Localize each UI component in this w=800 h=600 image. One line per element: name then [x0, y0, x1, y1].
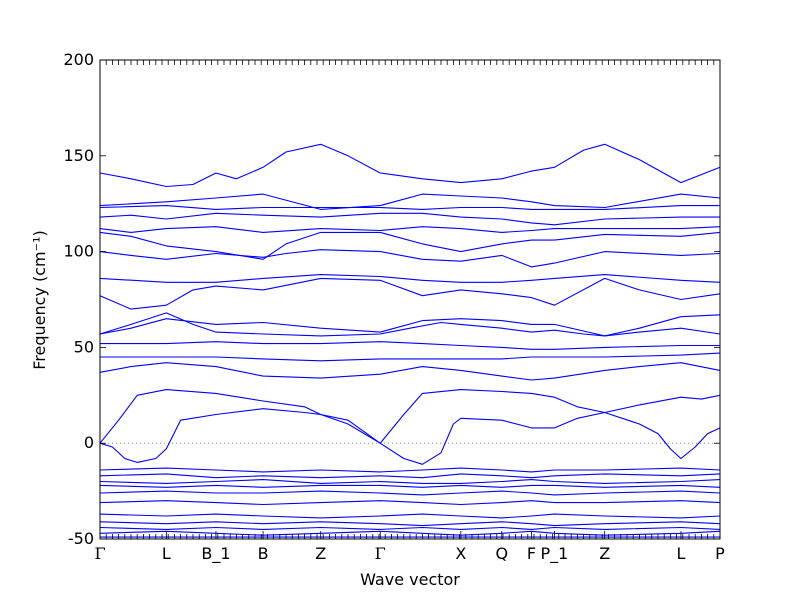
branch-line-5 — [100, 341, 720, 350]
y-tick-label: 0 — [84, 433, 94, 452]
x-tick-label: P_1 — [541, 544, 569, 564]
x-tick-label: Z — [599, 544, 610, 563]
branch-line-17 — [99, 467, 721, 473]
x-axis-label: Wave vector — [360, 570, 460, 589]
y-axis-label: Frequency (cm⁻¹) — [30, 230, 49, 369]
y-tick-label: 150 — [63, 146, 94, 165]
x-tick-label: Z — [315, 544, 326, 563]
x-tick-label: L — [676, 544, 685, 563]
branch-line-13 — [99, 212, 720, 226]
x-tick-label: X — [455, 544, 466, 563]
series-layer — [99, 143, 721, 538]
y-tick-label: 100 — [63, 242, 94, 261]
branch-line-2 — [99, 389, 721, 444]
branch-line-7 — [99, 314, 721, 337]
x-tick-label: B — [258, 544, 269, 563]
branch-line-19 — [99, 479, 721, 484]
branch-line-23 — [99, 513, 721, 519]
branch-line-3 — [99, 362, 721, 381]
branch-line-16 — [99, 143, 721, 188]
x-tick-label: P — [715, 544, 725, 563]
branch-line-11 — [99, 231, 721, 260]
x-tick-labels: Γ L B_1 B Z Γ X Q F P_1 Z L P — [94, 544, 725, 564]
branch-line-15 — [99, 193, 721, 210]
branch-line-9 — [99, 274, 721, 283]
plot-background — [100, 60, 720, 539]
y-tick-label: 200 — [63, 50, 94, 69]
x-tick-label: B_1 — [201, 544, 230, 564]
branch-line-10 — [99, 249, 721, 268]
x-tick-label: L — [162, 544, 171, 563]
branch-line-25 — [99, 526, 721, 530]
plot-frame — [99, 59, 721, 540]
branch-line-8 — [99, 277, 721, 310]
branch-line-1 — [99, 408, 721, 465]
y-tick-label: 50 — [74, 337, 94, 356]
branch-line-22 — [99, 500, 721, 506]
x-tick-label: Q — [495, 544, 508, 563]
branch-line-4 — [100, 352, 721, 362]
branch-line-24 — [99, 521, 721, 527]
branch-line-14 — [99, 205, 720, 210]
branch-line-12 — [99, 226, 721, 233]
x-tick-label: Γ — [375, 544, 386, 563]
y-tick-labels: -50 0 50 100 150 200 — [63, 50, 94, 548]
x-tick-label: Γ — [94, 544, 105, 563]
branch-line-18 — [99, 473, 721, 479]
x-tick-label: F — [527, 544, 536, 563]
branch-line-21 — [99, 490, 721, 496]
branch-line-20 — [99, 484, 721, 488]
tick-layer — [99, 59, 721, 540]
y-tick-label: -50 — [68, 529, 94, 548]
